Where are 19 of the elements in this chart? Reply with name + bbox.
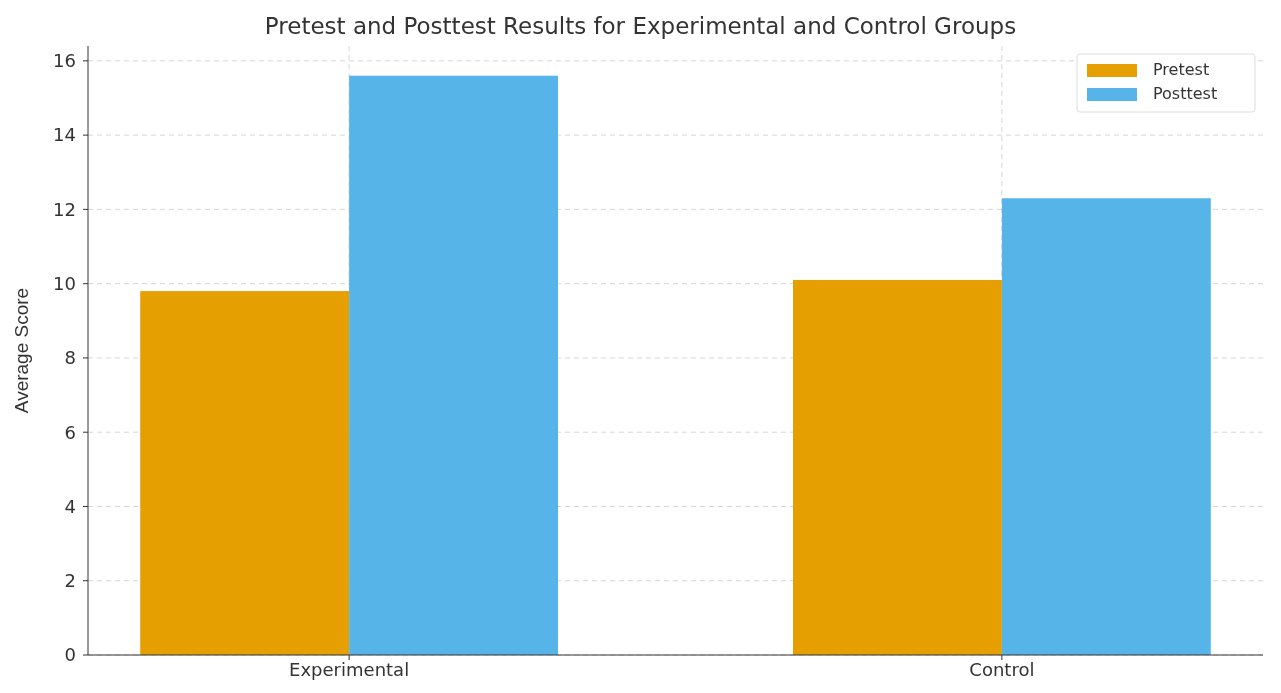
y-axis-title: Average Score [11,287,32,414]
y-tick-label: 6 [64,421,76,443]
y-tick-label: 16 [53,50,76,72]
y-tick-label: 10 [53,272,76,294]
y-tick-label: 8 [64,347,76,369]
legend-label: Pretest [1153,60,1210,79]
chart-title: Pretest and Posttest Results for Experimental and Control Groups [264,13,1017,39]
x-tick-label: Experimental [289,659,410,680]
y-tick-label: 12 [53,198,76,220]
y-tick-label: 14 [53,124,76,146]
y-tick-label: 0 [64,644,76,666]
bar [349,75,558,655]
y-tick-label: 4 [64,495,76,517]
x-tick-label: Control [969,659,1035,680]
bar [1001,198,1211,655]
legend-label: Posttest [1153,84,1218,103]
bar [793,279,1002,655]
bar [140,291,350,655]
y-tick-label: 2 [64,570,76,592]
